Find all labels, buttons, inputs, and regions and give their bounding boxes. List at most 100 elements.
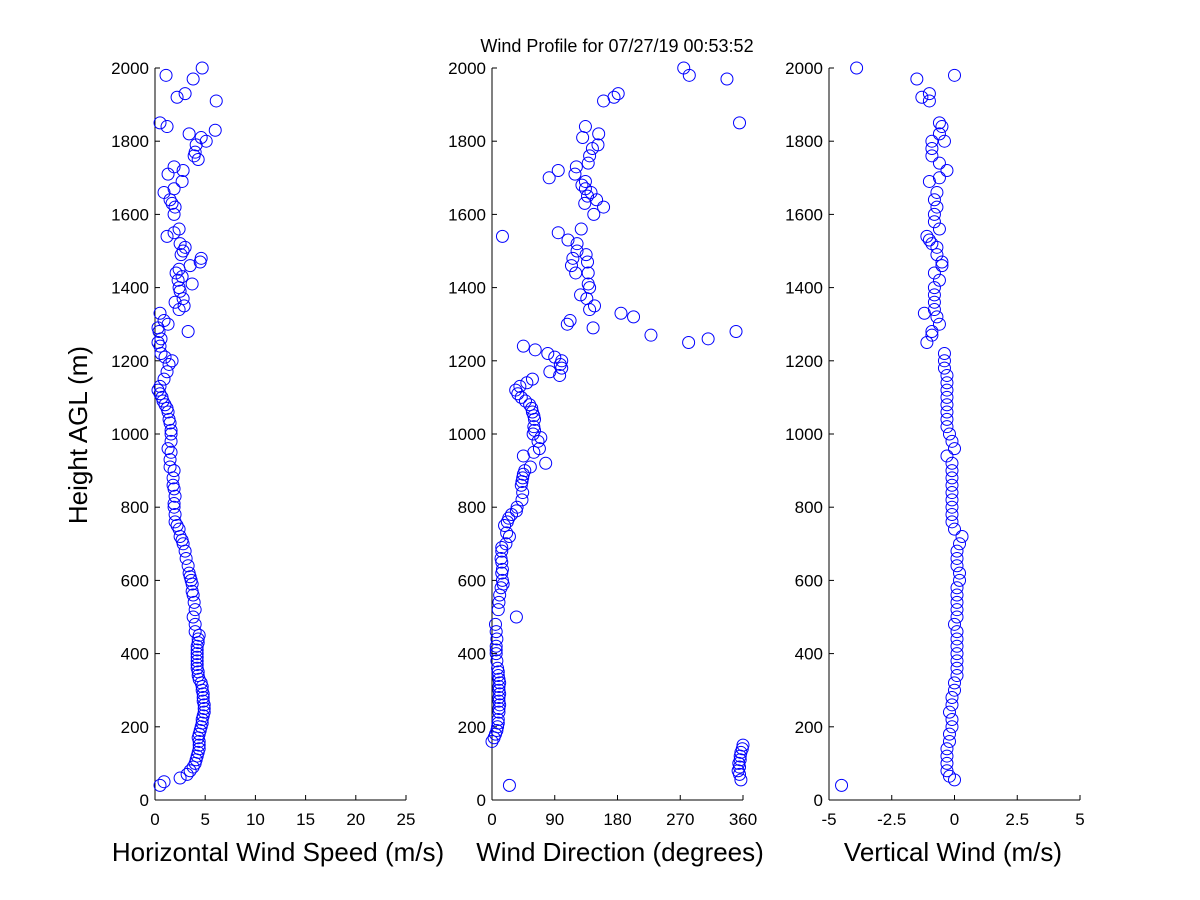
y-tick-label: 400: [121, 645, 149, 664]
y-tick-label: 1600: [785, 205, 823, 224]
data-point: [930, 310, 944, 324]
x-axis-label: Horizontal Wind Speed (m/s): [112, 837, 444, 867]
data-point: [160, 229, 174, 243]
data-point: [183, 764, 197, 778]
y-tick-label: 800: [121, 498, 149, 517]
data-point: [945, 464, 959, 478]
data-point: [555, 354, 569, 368]
data-point: [160, 365, 174, 379]
data-point: [733, 116, 747, 130]
data-point: [575, 178, 589, 192]
data-point: [181, 559, 195, 573]
data-point: [917, 306, 931, 320]
data-point: [945, 456, 959, 470]
data-point: [494, 581, 508, 595]
data-point: [500, 526, 514, 540]
data-point: [563, 314, 577, 328]
data-point: [509, 383, 523, 397]
y-tick-label: 200: [458, 718, 486, 737]
data-point: [172, 222, 186, 236]
data-point: [167, 497, 181, 511]
data-point: [190, 643, 204, 657]
data-point: [495, 229, 509, 243]
data-point: [569, 266, 583, 280]
data-point: [576, 131, 590, 145]
data-point: [485, 734, 499, 748]
data-point: [940, 383, 954, 397]
data-point: [940, 376, 954, 390]
data-point: [169, 266, 183, 280]
data-point: [682, 336, 696, 349]
y-tick-label: 1800: [785, 132, 823, 151]
data-point: [510, 500, 524, 514]
data-point: [191, 153, 205, 166]
y-tick-label: 200: [121, 718, 149, 737]
x-tick-label: -5: [821, 810, 836, 829]
data-point: [945, 712, 959, 726]
data-point: [578, 174, 592, 188]
data-point: [161, 442, 175, 456]
data-point: [627, 310, 641, 324]
y-tick-label: 1600: [448, 205, 486, 224]
data-point: [561, 233, 575, 247]
data-point: [153, 116, 167, 130]
data-point: [491, 661, 505, 675]
data-point: [942, 427, 956, 441]
x-tick-label: 0: [950, 810, 959, 829]
data-point: [192, 738, 206, 752]
data-point: [164, 427, 178, 441]
data-point: [162, 357, 176, 371]
y-tick-label: 200: [795, 718, 823, 737]
y-tick-label: 1800: [448, 132, 486, 151]
data-point: [578, 196, 592, 210]
data-point: [945, 493, 959, 507]
data-point: [932, 222, 946, 236]
data-point: [190, 661, 204, 675]
data-point: [523, 460, 537, 474]
data-point: [945, 698, 959, 712]
data-point: [925, 237, 939, 251]
data-point: [950, 647, 964, 661]
data-point: [569, 160, 583, 174]
data-point: [168, 489, 182, 503]
data-point: [491, 669, 505, 683]
data-point: [499, 537, 513, 551]
data-point: [574, 222, 588, 236]
data-point: [188, 617, 202, 631]
data-point: [151, 336, 165, 349]
panel-vertical: 0 200 400 600 800 1000 1200 1400 1600 1800 2000 -5 -…: [785, 59, 1085, 867]
data-point: [160, 401, 174, 415]
y-tick-label: 0: [477, 791, 486, 810]
data-point: [153, 379, 167, 393]
x-tick-label: -2.5: [877, 810, 906, 829]
y-tick-label: 600: [795, 571, 823, 590]
data-point: [581, 189, 595, 203]
data-point: [925, 134, 939, 148]
data-point: [940, 420, 954, 434]
data-point: [551, 163, 565, 177]
data-point: [607, 90, 621, 104]
data-point: [950, 625, 964, 639]
data-point: [948, 676, 961, 690]
y-tick-label: 400: [795, 645, 823, 664]
data-point: [950, 632, 964, 646]
data-point: [948, 442, 961, 456]
data-point: [736, 738, 750, 752]
data-point: [570, 237, 584, 251]
data-point: [174, 248, 188, 262]
data-point: [176, 292, 190, 306]
data-point: [197, 702, 211, 715]
data-point: [948, 683, 961, 697]
y-tick-label: 0: [140, 791, 149, 810]
data-point: [920, 229, 934, 243]
data-point: [190, 650, 204, 664]
data-point: [186, 72, 200, 86]
data-point: [937, 346, 951, 360]
x-tick-label: 0: [487, 810, 496, 829]
data-point: [940, 405, 954, 419]
data-point: [937, 134, 951, 148]
data-point: [178, 544, 192, 558]
data-point: [157, 314, 171, 328]
data-point: [489, 639, 503, 653]
